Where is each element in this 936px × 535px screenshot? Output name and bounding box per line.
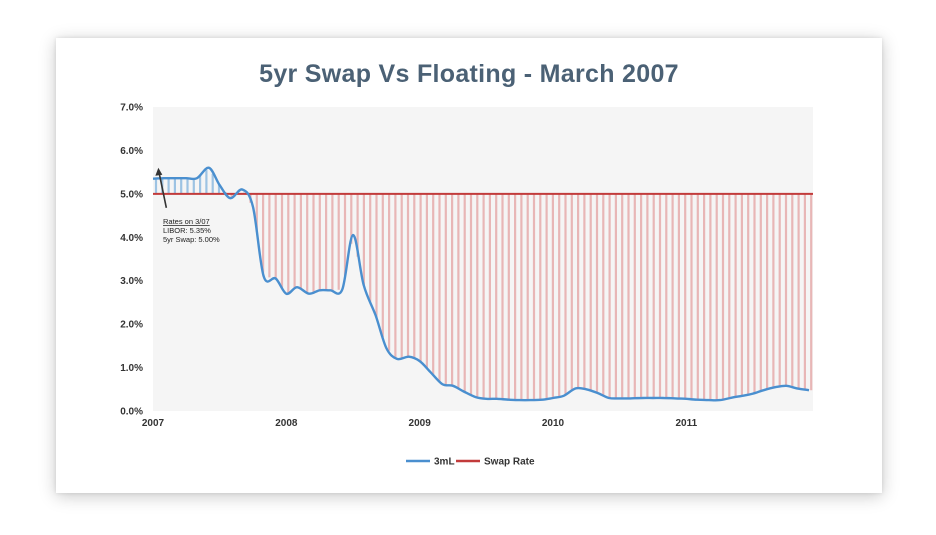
legend-label-swap-rate: Swap Rate (484, 457, 535, 468)
y-tick-label: 1.0% (120, 363, 143, 374)
chart-svg: 0.0% 1.0% 2.0% 3.0% 4.0% 5.0% 6.0% 7.0% 2007 2008… (120, 103, 813, 468)
chart-card: 5yr Swap Vs Floating - March 2007 0.0% 1.… (56, 38, 882, 493)
annotation-line: 5yr Swap: 5.00% (163, 235, 220, 244)
annotation-line: LIBOR: 5.35% (163, 226, 211, 235)
y-tick-label: 6.0% (120, 146, 143, 157)
y-tick-label: 3.0% (120, 276, 143, 287)
legend-label-3ml: 3mL (434, 457, 455, 468)
y-tick-label: 0.0% (120, 407, 143, 418)
y-tick-label: 5.0% (120, 189, 143, 200)
x-tick-label: 2010 (542, 418, 565, 429)
y-tick-label: 2.0% (120, 320, 143, 331)
x-tick-label: 2007 (142, 418, 165, 429)
annotation-arrow-shaft (158, 173, 168, 208)
x-tick-label: 2011 (675, 418, 697, 429)
chart-title: 5yr Swap Vs Floating - March 2007 (259, 60, 679, 88)
annotation-line: Rates on 3/07 (163, 217, 210, 226)
y-tick-label: 7.0% (120, 103, 143, 114)
legend: 3mL Swap Rate (406, 457, 535, 468)
x-tick-label: 2008 (275, 418, 298, 429)
3ml-line (152, 166, 810, 402)
y-tick-label: 4.0% (120, 233, 143, 244)
x-tick-label: 2009 (409, 418, 432, 429)
annotation-arrow-head (155, 167, 163, 176)
